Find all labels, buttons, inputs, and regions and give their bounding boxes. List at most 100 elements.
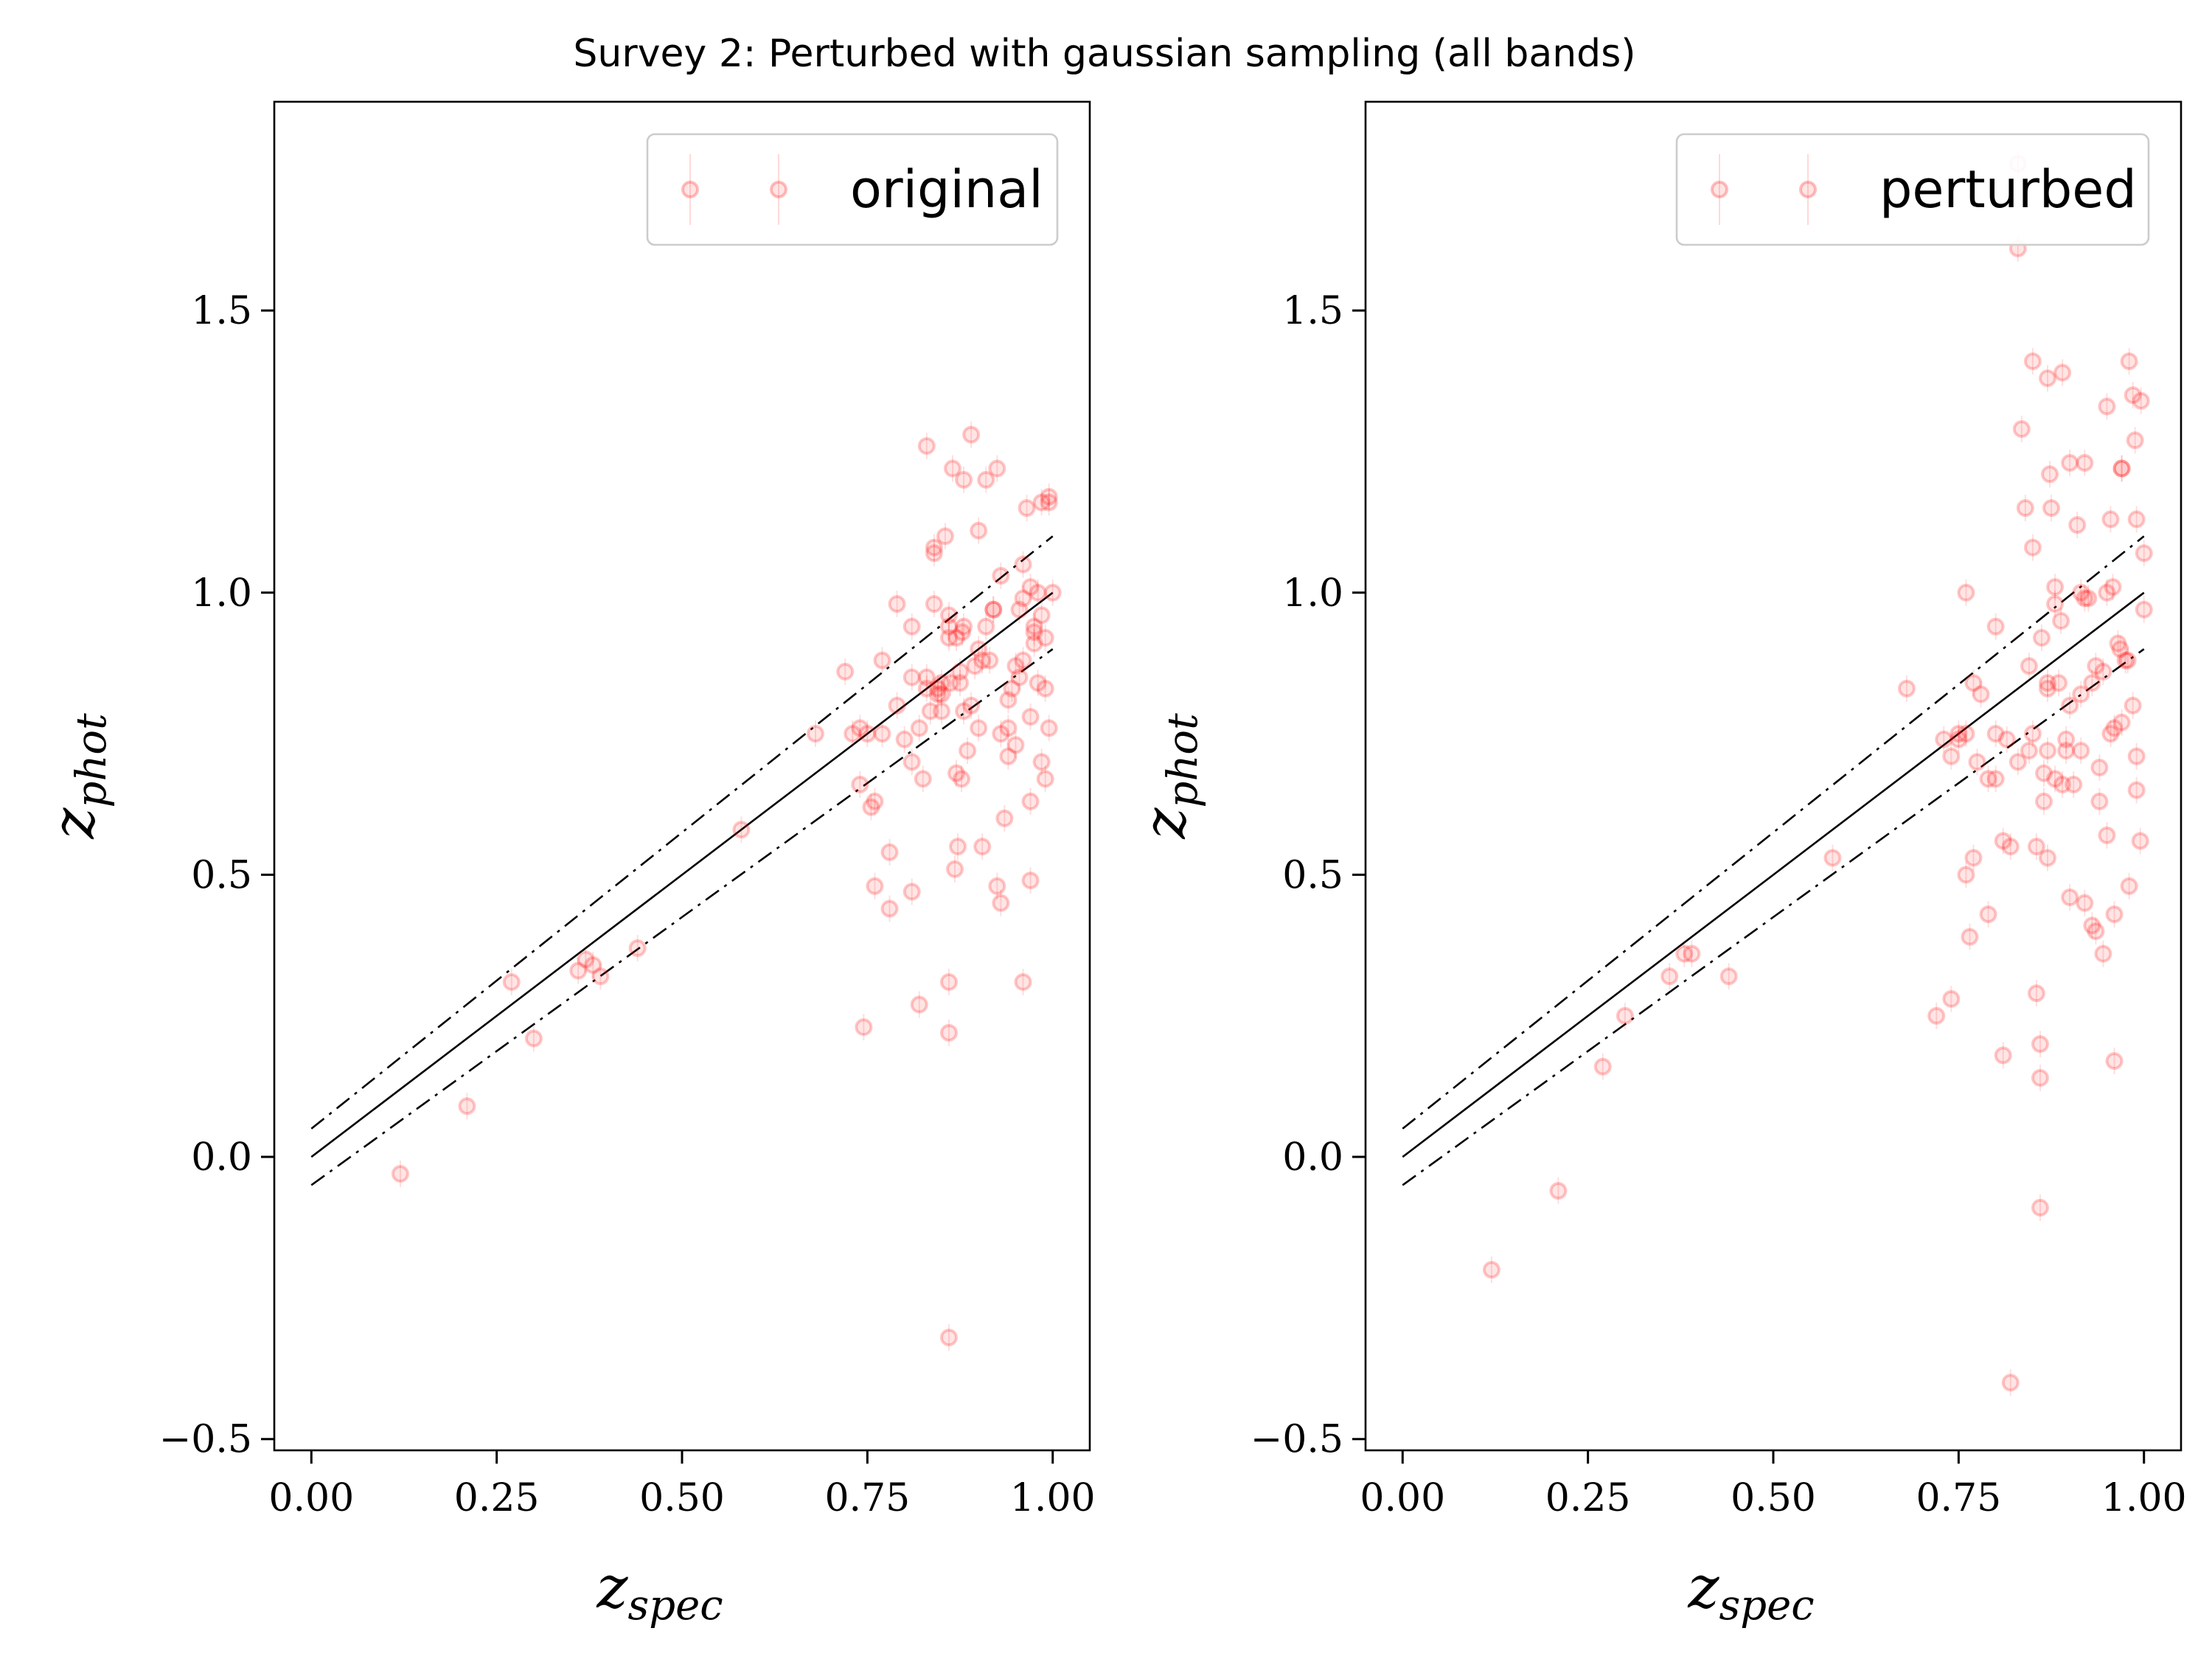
x-tick-label: 0.75 — [824, 1476, 910, 1520]
y-tick-label: 0.5 — [191, 853, 252, 897]
data-point — [1029, 674, 1047, 692]
data-point — [1032, 493, 1051, 512]
y-axis-label: zphot — [1130, 713, 1207, 840]
data-point — [888, 595, 906, 613]
data-point — [806, 725, 824, 743]
data-point — [2131, 832, 2149, 850]
data-point — [1897, 679, 1916, 698]
data-point — [2101, 725, 2120, 743]
data-point — [2076, 589, 2094, 608]
data-point — [2053, 775, 2072, 793]
data-point — [999, 719, 1018, 737]
y-axis-label-main: z — [39, 807, 108, 840]
data-point — [947, 764, 966, 782]
data-point — [939, 606, 958, 625]
data-point — [2039, 369, 2057, 387]
data-point — [2023, 538, 2042, 557]
data-point — [1942, 747, 1961, 765]
reference-line-2 — [1402, 648, 2145, 1186]
data-point — [1950, 730, 1968, 748]
data-point — [1979, 770, 1997, 788]
reference-line-1 — [310, 535, 1054, 1130]
data-point — [1040, 493, 1058, 512]
data-point — [1823, 849, 1842, 867]
data-point — [939, 1023, 958, 1042]
data-point — [1040, 487, 1058, 506]
y-axis-label: zphot — [39, 713, 116, 840]
data-point — [1021, 708, 1040, 726]
data-point — [1014, 589, 1032, 608]
data-point — [949, 838, 967, 856]
x-tick-label: 0.50 — [1731, 1476, 1816, 1520]
data-point — [2120, 352, 2138, 371]
data-point — [2020, 657, 2038, 675]
data-point — [1961, 928, 1979, 946]
data-point — [910, 719, 928, 737]
data-point — [955, 617, 973, 636]
data-point — [973, 651, 992, 669]
legend-marker — [681, 181, 699, 198]
data-point — [2116, 651, 2135, 669]
data-point — [1021, 872, 1040, 890]
data-point — [1025, 623, 1043, 641]
data-point — [2105, 905, 2124, 923]
y-tick-label: −0.5 — [1251, 1418, 1343, 1462]
data-point — [1719, 967, 1738, 986]
data-point — [1018, 498, 1036, 517]
data-point — [966, 657, 984, 675]
data-point — [2132, 392, 2150, 410]
x-tick-label: 0.25 — [454, 1476, 540, 1520]
data-point — [928, 685, 947, 703]
data-point — [2057, 742, 2076, 760]
data-point — [1986, 725, 2005, 743]
data-point — [2109, 634, 2127, 653]
data-point — [1014, 651, 1032, 669]
y-tick-label: 0.0 — [191, 1135, 252, 1180]
data-point — [2127, 747, 2146, 765]
data-point — [917, 437, 936, 455]
data-point — [2065, 775, 2083, 793]
legend-frame — [1675, 133, 2150, 246]
data-point — [2104, 578, 2122, 597]
data-point — [2072, 583, 2090, 602]
data-point — [524, 1029, 543, 1048]
y-tick-label: 0.0 — [1282, 1135, 1343, 1180]
data-point — [1025, 634, 1043, 653]
x-axis-label-main: z — [596, 1553, 628, 1621]
data-point — [953, 623, 972, 641]
x-axis-label-sub: spec — [1719, 1582, 1815, 1630]
data-point — [984, 600, 1003, 619]
data-point — [2111, 640, 2129, 658]
data-point — [2046, 595, 2065, 613]
data-point — [955, 702, 973, 720]
data-point — [2034, 792, 2053, 810]
legend-label: original — [850, 159, 1043, 220]
data-point — [999, 691, 1018, 709]
data-point — [2087, 657, 2105, 675]
data-point — [2124, 386, 2142, 404]
data-point — [914, 770, 932, 788]
data-point — [939, 617, 958, 636]
data-point — [902, 883, 921, 901]
x-tick-label: 0.00 — [268, 1476, 354, 1520]
data-point — [2112, 459, 2131, 478]
data-point — [988, 459, 1006, 478]
x-axis-label-sub: spec — [628, 1582, 723, 1630]
data-point — [1994, 1046, 2012, 1065]
data-point — [2126, 431, 2144, 450]
data-point — [1957, 866, 1975, 884]
reference-line-2 — [310, 648, 1054, 1186]
data-point — [932, 702, 950, 720]
data-point — [995, 809, 1014, 827]
data-point — [1935, 730, 1953, 748]
data-point — [873, 651, 891, 669]
data-point — [1025, 617, 1043, 636]
data-point — [939, 629, 958, 647]
data-point — [981, 651, 999, 669]
data-point — [951, 662, 970, 681]
data-point — [2094, 662, 2112, 681]
data-point — [1006, 657, 1025, 675]
y-tick-label: 1.0 — [191, 571, 252, 616]
y-axis-label-main: z — [1130, 807, 1199, 840]
y-tick-label: 1.0 — [1282, 571, 1343, 616]
